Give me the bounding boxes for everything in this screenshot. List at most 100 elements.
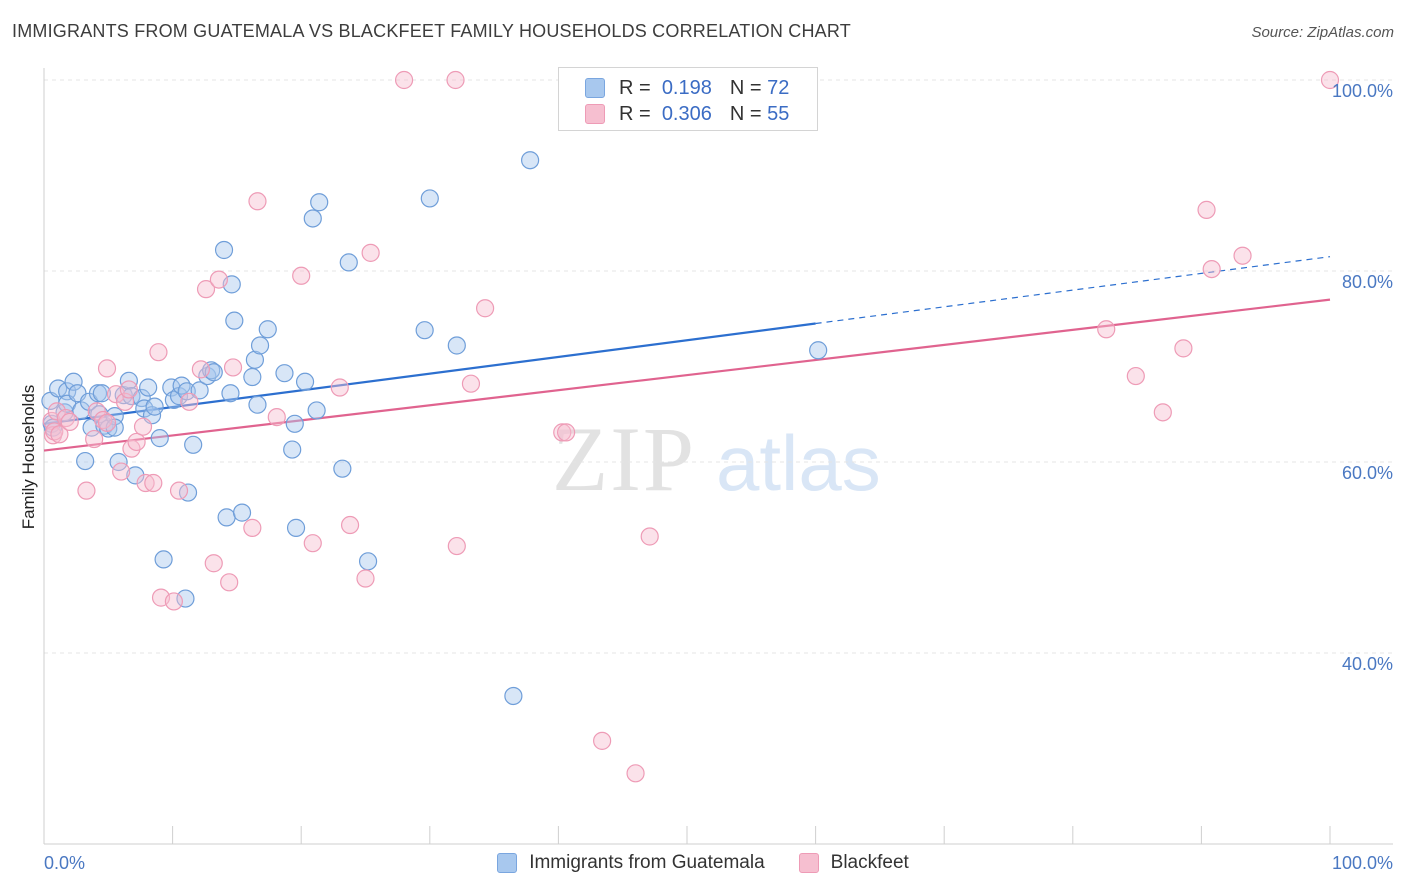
y-tick-label: 80.0% [1342, 272, 1393, 292]
point-guatemala [145, 397, 164, 416]
point-blackfeet [180, 392, 199, 411]
legend-swatch-guatemala [497, 853, 518, 873]
point-blackfeet [97, 413, 117, 432]
point-guatemala [420, 189, 439, 208]
y-axis-label: Family Households [19, 385, 38, 530]
point-blackfeet [169, 481, 189, 500]
watermark: ZIP atlas [552, 408, 881, 510]
point-blackfeet [461, 374, 481, 393]
point-blackfeet [47, 402, 66, 421]
point-guatemala [126, 466, 145, 485]
legend-label-guatemala: Immigrants from Guatemala [529, 852, 765, 873]
point-blackfeet [220, 573, 239, 592]
point-blackfeet [119, 380, 138, 399]
point-blackfeet [243, 518, 262, 537]
legend-n-value: 72 [767, 76, 790, 99]
point-guatemala [447, 336, 466, 355]
trend-line-blackfeet [43, 298, 1331, 452]
legend-item-guatemala[interactable]: Immigrants from Guatemala [497, 852, 765, 874]
point-blackfeet [1126, 366, 1145, 386]
point-blackfeet [356, 569, 375, 588]
legend-r-label: R = [619, 102, 651, 125]
gridlines [44, 79, 1393, 654]
point-guatemala [286, 518, 306, 537]
legend-row-blackfeet: R = 0.306 N = 55 [585, 101, 789, 127]
point-blackfeet [77, 481, 96, 500]
point-guatemala [295, 372, 315, 391]
point-guatemala [275, 364, 294, 383]
point-guatemala [415, 321, 434, 340]
point-guatemala [248, 395, 267, 414]
point-guatemala [232, 503, 252, 522]
point-guatemala [358, 552, 378, 571]
point-guatemala [88, 384, 108, 403]
point-guatemala [172, 376, 191, 395]
legend-r-value: 0.306 [661, 102, 712, 125]
legend-label-blackfeet: Blackfeet [830, 852, 909, 873]
point-guatemala [258, 320, 277, 339]
x-tick-label: 100.0% [1332, 853, 1393, 873]
legend-row-guatemala: R = 0.198 N = 72 [585, 75, 789, 101]
point-guatemala [92, 384, 111, 403]
trend-line-guatemala-extension [815, 256, 1331, 325]
legend-swatch-guatemala [585, 78, 605, 98]
point-guatemala [139, 378, 158, 397]
point-guatemala [217, 508, 236, 527]
x-tick-label: 0.0% [44, 853, 85, 873]
point-blackfeet [191, 360, 210, 379]
point-blackfeet [97, 359, 117, 378]
legend-swatch-blackfeet [585, 104, 605, 124]
point-blackfeet [340, 515, 360, 535]
point-guatemala [243, 367, 262, 387]
point-blackfeet [112, 462, 131, 481]
tick-labels: 100.0% 80.0% 60.0% 40.0% 0.0% 100.0% [44, 81, 1393, 873]
point-guatemala [154, 550, 173, 569]
point-blackfeet [303, 534, 322, 553]
chart-title: IMMIGRANTS FROM GUATEMALA VS BLACKFEET F… [12, 21, 851, 41]
point-blackfeet [361, 243, 380, 262]
point-blackfeet [1197, 200, 1216, 219]
point-blackfeet [267, 408, 286, 427]
legend-n-value: 55 [767, 102, 790, 125]
point-blackfeet [475, 299, 495, 318]
point-guatemala [150, 429, 169, 448]
point-blackfeet [1202, 259, 1221, 279]
source-label: Source: ZipAtlas.com [1251, 24, 1394, 41]
point-blackfeet [1097, 320, 1116, 339]
legend-r-label: R = [619, 76, 651, 99]
data-points [41, 70, 1340, 783]
point-blackfeet [593, 731, 612, 750]
legend-n-label: N = [729, 76, 762, 99]
point-blackfeet [127, 432, 146, 452]
point-guatemala [307, 401, 326, 420]
point-guatemala [521, 151, 540, 170]
legend-n-label: N = [729, 102, 762, 125]
point-guatemala [221, 384, 240, 403]
point-blackfeet [557, 423, 576, 442]
point-guatemala [178, 483, 198, 502]
point-blackfeet [164, 592, 183, 611]
stats-legend: R = 0.198 N = 72 R = 0.306 N = 55 [558, 67, 818, 131]
watermark-zip: ZIP [552, 408, 696, 510]
point-blackfeet [50, 425, 69, 444]
legend-r-value: 0.198 [661, 76, 712, 99]
point-guatemala [250, 336, 270, 355]
trend-lines [43, 256, 1331, 452]
point-blackfeet [447, 536, 466, 556]
y-tick-label: 100.0% [1332, 81, 1393, 101]
point-blackfeet [248, 192, 267, 211]
point-guatemala [64, 372, 83, 391]
point-guatemala [225, 311, 244, 330]
series-legend: Immigrants from Guatemala Blackfeet [0, 852, 1406, 874]
point-blackfeet [223, 358, 243, 377]
point-guatemala [809, 341, 828, 360]
point-guatemala [283, 440, 302, 459]
legend-item-blackfeet[interactable]: Blackfeet [798, 852, 909, 874]
point-blackfeet [204, 554, 223, 573]
point-blackfeet [626, 764, 645, 783]
axes [43, 68, 1393, 845]
point-guatemala [245, 350, 265, 369]
watermark-atlas: atlas [716, 419, 881, 507]
point-blackfeet [446, 70, 465, 90]
